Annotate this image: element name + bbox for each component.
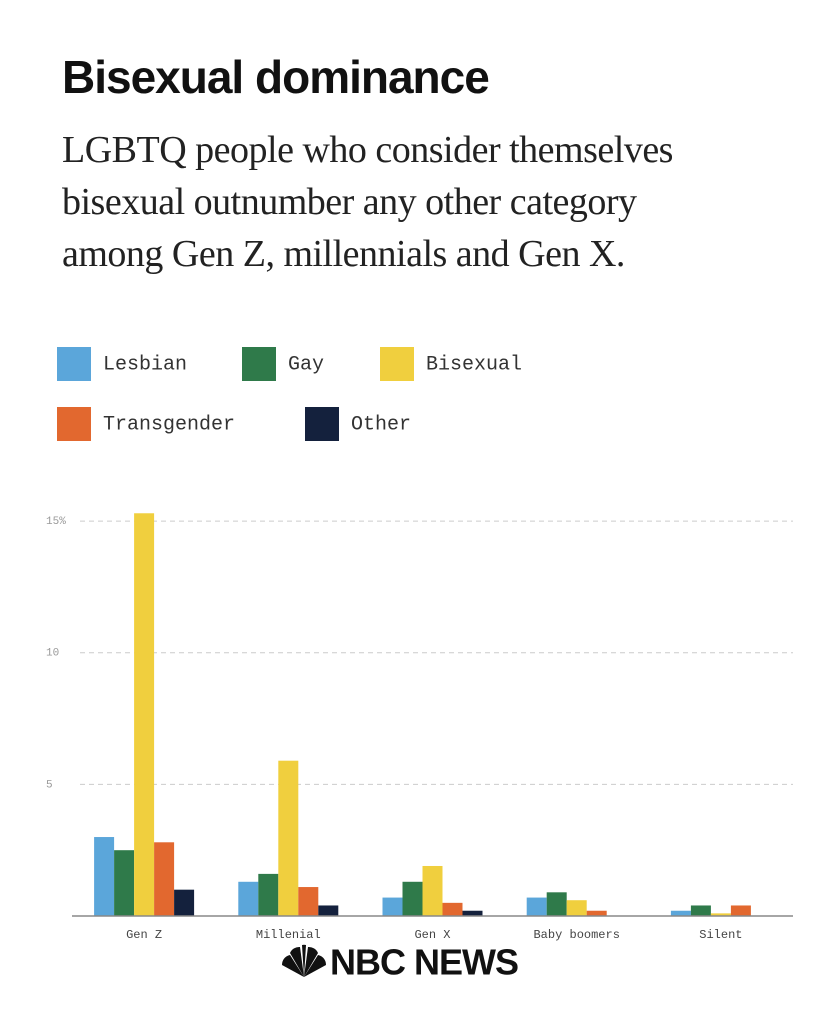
bar: [710, 913, 731, 916]
bar: [566, 900, 587, 916]
y-tick-label: 5: [46, 779, 53, 791]
legend-swatch: [305, 407, 339, 441]
bar: [690, 905, 711, 916]
bar: [134, 513, 155, 916]
bar: [318, 905, 339, 916]
y-tick-label: 10: [46, 648, 59, 660]
legend-label: Transgender: [103, 413, 235, 436]
bar: [462, 910, 483, 916]
bar: [298, 887, 319, 916]
bar: [402, 881, 423, 916]
y-tick-label: 15%: [46, 516, 66, 528]
bar: [422, 865, 443, 916]
bar: [154, 842, 175, 916]
legend-label: Other: [351, 413, 411, 436]
legend-swatch: [380, 347, 414, 381]
bar: [258, 873, 279, 916]
x-tick-label: Millenial: [256, 928, 321, 942]
legend-label: Gay: [288, 353, 324, 376]
bar: [382, 897, 403, 916]
bar: [670, 910, 691, 916]
chart-title: Bisexual dominance: [62, 51, 490, 103]
legend-swatch: [57, 407, 91, 441]
bar: [442, 902, 463, 916]
nbc-logo: [281, 944, 327, 977]
bar: [174, 889, 195, 916]
legend-swatch: [242, 347, 276, 381]
bar: [546, 892, 567, 916]
bar: [730, 905, 751, 916]
legend-label: Bisexual: [426, 353, 522, 376]
bar: [114, 850, 135, 916]
legend-swatch: [57, 347, 91, 381]
bar: [278, 760, 299, 916]
bar: [94, 837, 115, 916]
chart-subtitle: LGBTQ people who consider themselves bis…: [62, 129, 673, 275]
x-tick-label: Gen Z: [126, 928, 162, 942]
bar: [586, 910, 607, 916]
x-tick-label: Silent: [699, 928, 742, 942]
x-tick-label: Baby boomers: [533, 928, 619, 942]
legend-label: Lesbian: [103, 353, 187, 376]
bar: [238, 881, 259, 916]
x-tick-label: Gen X: [414, 928, 450, 942]
source-logo-text: NBC NEWS: [330, 942, 518, 983]
bar: [526, 897, 547, 916]
